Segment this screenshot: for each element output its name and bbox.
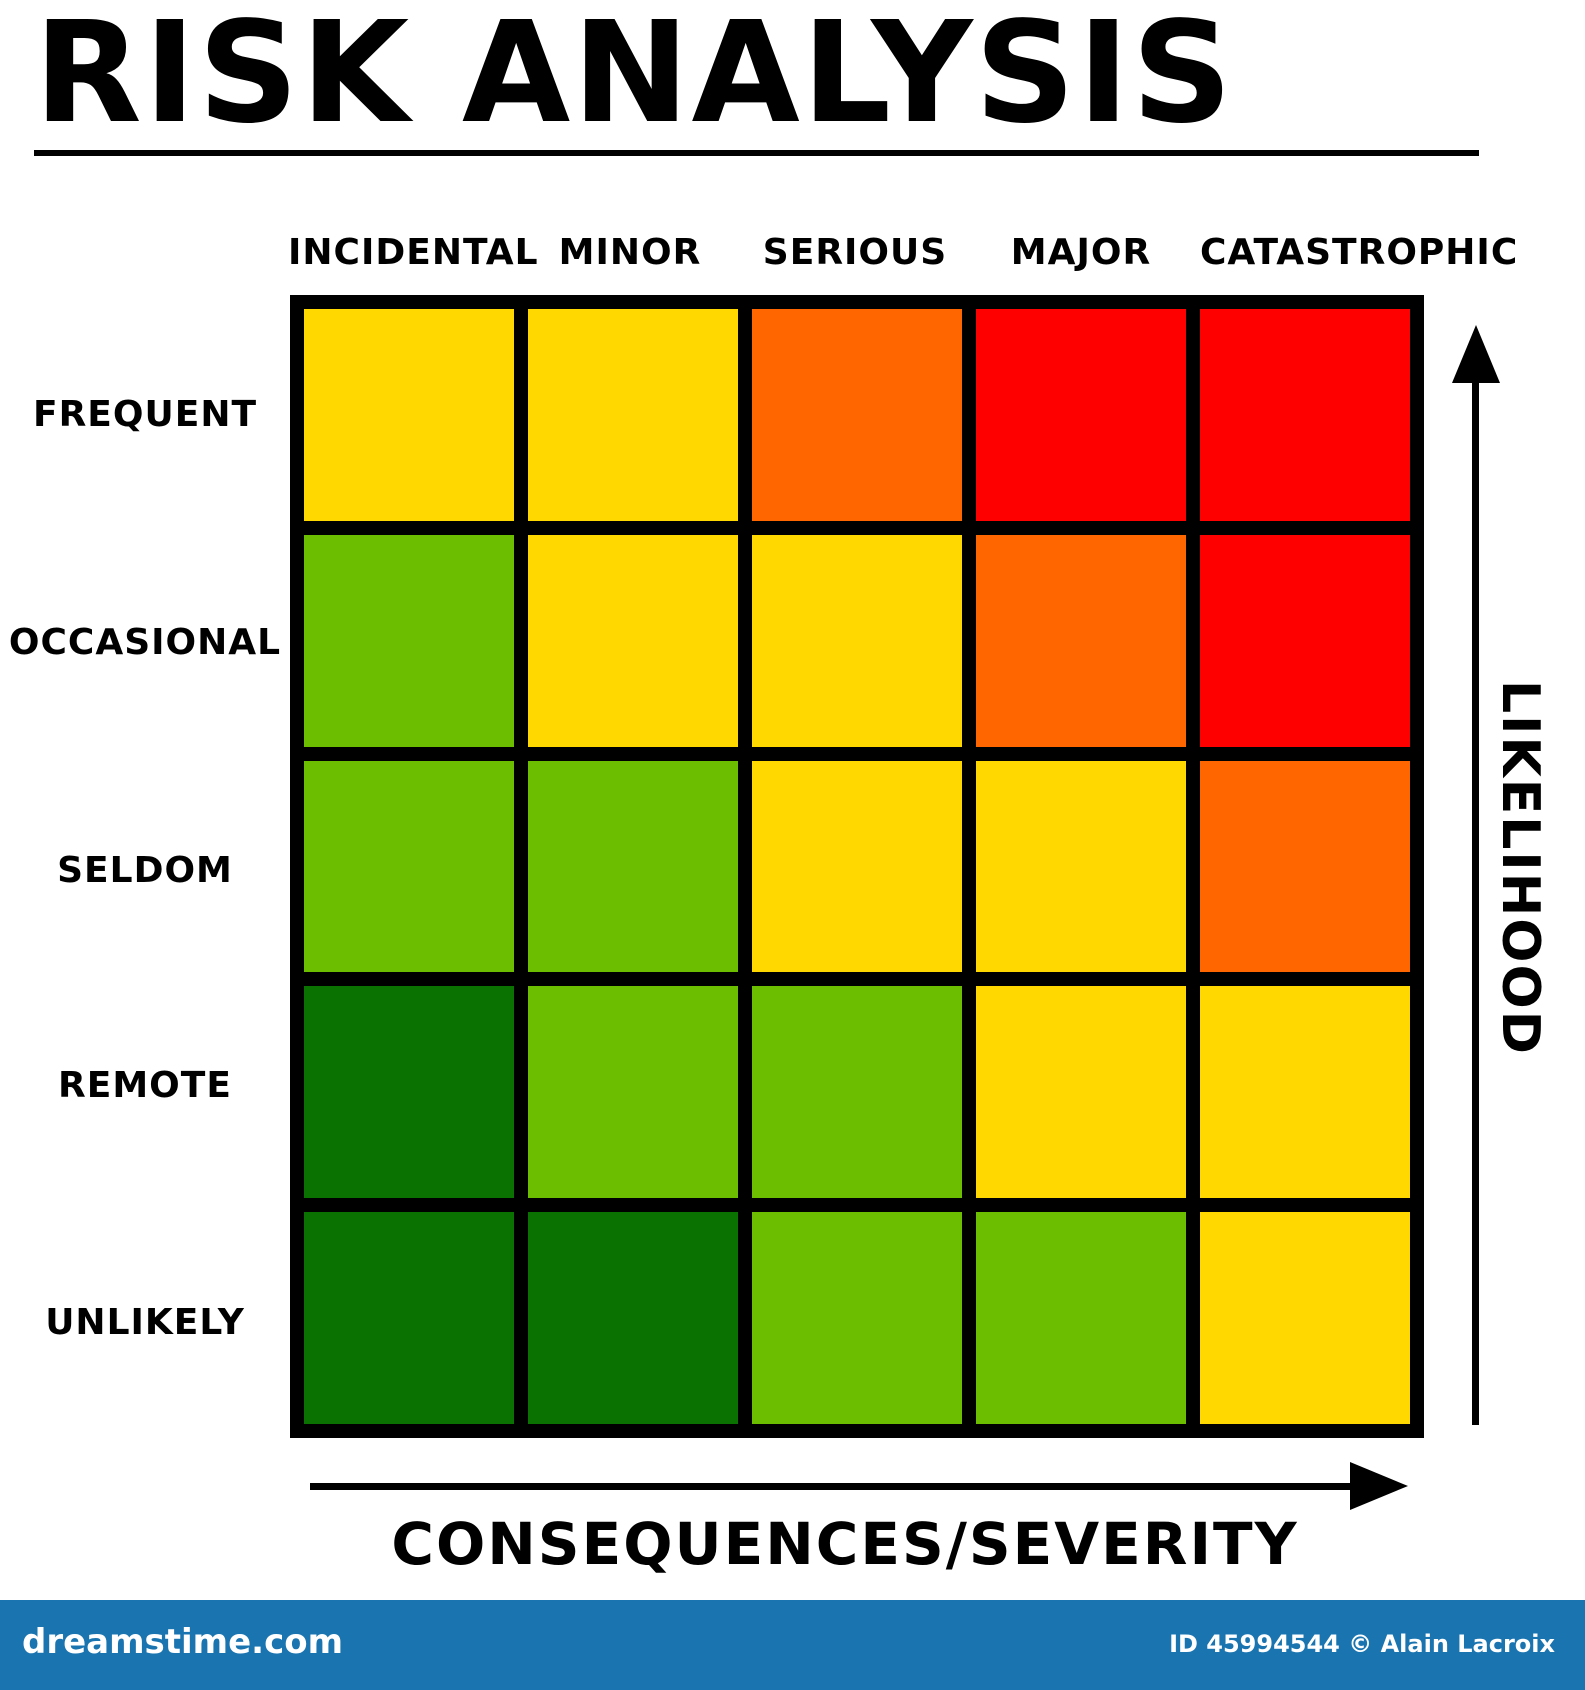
risk-cell-unlikely-major xyxy=(976,1212,1186,1424)
row-header-unlikely: UNLIKELY xyxy=(45,1302,245,1343)
likelihood-arrow-line xyxy=(1472,360,1479,1425)
risk-cell-remote-incidental xyxy=(304,986,514,1199)
risk-cell-frequent-serious xyxy=(752,309,962,521)
risk-cell-seldom-major xyxy=(976,760,1186,973)
risk-cell-frequent-minor xyxy=(528,309,738,521)
row-header-seldom: SELDOM xyxy=(57,850,233,891)
risk-matrix xyxy=(290,295,1424,1438)
footer-credit: ID 45994544 © Alain Lacroix xyxy=(1169,1630,1555,1658)
risk-cell-occasional-minor xyxy=(528,534,738,747)
risk-cell-remote-minor xyxy=(528,986,738,1199)
severity-axis-label: CONSEQUENCES/SEVERITY xyxy=(391,1510,1299,1578)
row-header-occasional: OCCASIONAL xyxy=(8,622,282,663)
risk-cell-occasional-major xyxy=(976,534,1186,747)
risk-cell-unlikely-catastrophic xyxy=(1200,1212,1410,1424)
risk-cell-frequent-major xyxy=(976,309,1186,521)
severity-arrow-line xyxy=(310,1483,1360,1490)
risk-cell-remote-catastrophic xyxy=(1200,986,1410,1199)
risk-cell-unlikely-serious xyxy=(752,1212,962,1424)
risk-cell-seldom-minor xyxy=(528,760,738,973)
row-header-frequent: FREQUENT xyxy=(32,394,258,435)
column-header-incidental: INCIDENTAL xyxy=(288,232,539,273)
risk-cell-occasional-catastrophic xyxy=(1200,534,1410,747)
risk-cell-seldom-catastrophic xyxy=(1200,760,1410,973)
risk-cell-unlikely-incidental xyxy=(304,1212,514,1424)
column-header-major: MAJOR xyxy=(1010,232,1152,273)
column-header-minor: MINOR xyxy=(558,232,702,273)
risk-cell-remote-serious xyxy=(752,986,962,1199)
row-header-remote: REMOTE xyxy=(58,1065,232,1106)
title-underline xyxy=(34,150,1479,156)
risk-cell-frequent-catastrophic xyxy=(1200,309,1410,521)
page-title: RISK ANALYSIS xyxy=(34,0,1235,155)
risk-cell-seldom-serious xyxy=(752,760,962,973)
column-header-catastrophic: CATASTROPHIC xyxy=(1200,232,1519,273)
footer-site-link[interactable]: dreamstime.com xyxy=(22,1622,344,1662)
risk-cell-occasional-serious xyxy=(752,534,962,747)
column-header-serious: SERIOUS xyxy=(762,232,948,273)
risk-cell-unlikely-minor xyxy=(528,1212,738,1424)
risk-cell-frequent-incidental xyxy=(304,309,514,521)
risk-cell-remote-major xyxy=(976,986,1186,1199)
risk-cell-occasional-incidental xyxy=(304,534,514,747)
footer-bar: dreamstime.com ID 45994544 © Alain Lacro… xyxy=(0,1600,1585,1690)
risk-cell-seldom-incidental xyxy=(304,760,514,973)
likelihood-axis-label: LIKELIHOOD xyxy=(1490,680,1550,1056)
severity-arrow-head-icon xyxy=(1350,1462,1408,1510)
